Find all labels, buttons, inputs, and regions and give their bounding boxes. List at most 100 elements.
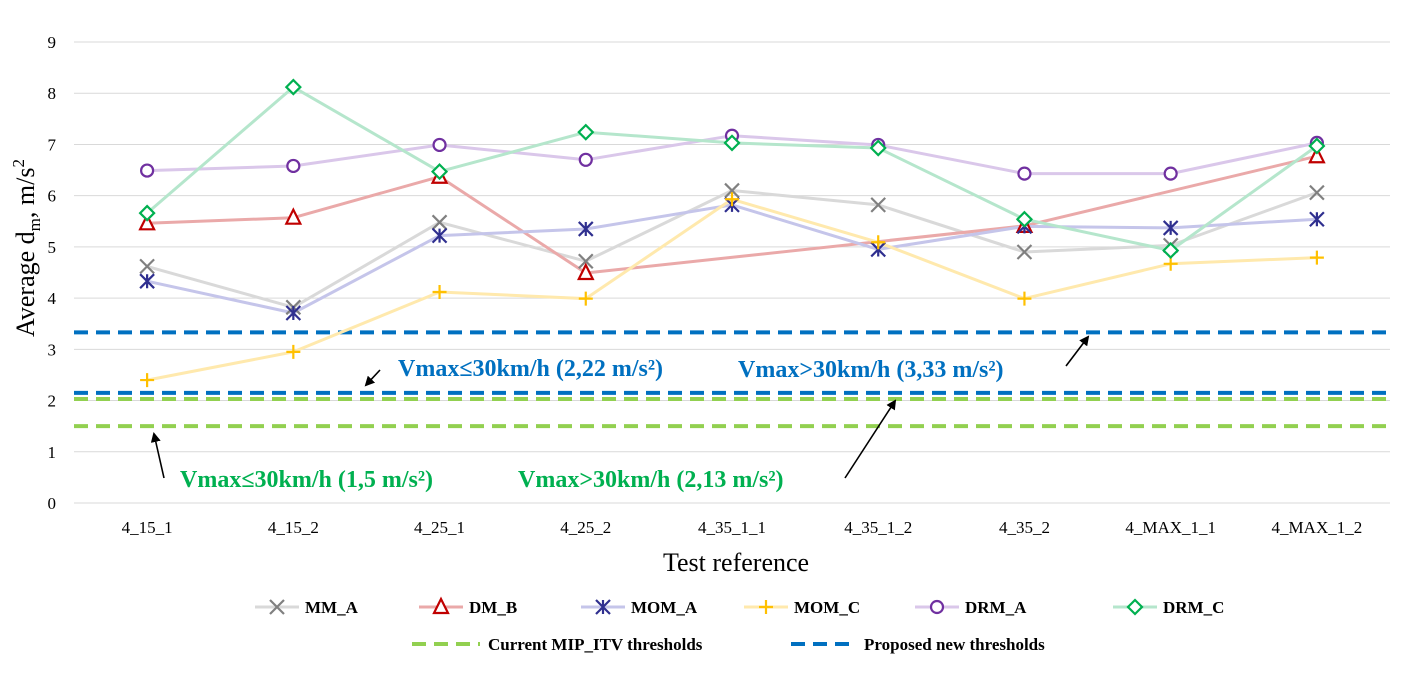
marker-diamond [1126, 598, 1144, 616]
marker-diamond [869, 139, 887, 157]
data-point [578, 152, 593, 167]
data-point [869, 139, 887, 157]
data-point [286, 344, 301, 359]
y-tick-label: 1 [48, 443, 57, 462]
marker-circle [140, 163, 155, 178]
data-point [1309, 211, 1325, 228]
x-tick-label: 4_25_2 [560, 518, 611, 537]
x-tick-label: 4_15_1 [122, 518, 173, 537]
marker-triangle [138, 212, 156, 231]
y-axis-title-sup: 2 [9, 159, 28, 168]
y-axis-title: Average dm, m/s2 [9, 159, 44, 337]
x-axis-ticks: 4_15_1 4_15_2 4_25_1 4_25_2 4_35_1_1 4_35_1_2… [122, 518, 1363, 537]
data-point [284, 207, 303, 225]
data-point [724, 182, 740, 199]
marker-plus [871, 235, 886, 250]
marker-x [578, 253, 594, 270]
series-line-drm-c [146, 85, 1318, 252]
data-point [138, 212, 156, 231]
data-point [140, 373, 155, 388]
x-tick-label: 4_25_1 [414, 518, 465, 537]
data-point [431, 163, 449, 181]
marker-plus [1309, 250, 1324, 265]
data-point [1163, 256, 1178, 271]
data-point [1017, 166, 1032, 181]
data-point [578, 221, 594, 237]
marker-plus [432, 284, 447, 299]
series-line-mom-a [146, 203, 1317, 315]
y-tick-label: 5 [48, 238, 57, 257]
data-point [432, 596, 450, 615]
x-tick-label: 4_35_1_2 [844, 518, 912, 537]
annotation-label: Vmax≤30km/h (1,5 m/s²) [180, 467, 433, 493]
marker-star [139, 273, 155, 289]
data-point [1163, 166, 1178, 181]
data-point [576, 262, 595, 281]
x-tick-label: 4_MAX_1_2 [1272, 518, 1363, 537]
data-point [1309, 184, 1325, 201]
marker-plus [1163, 256, 1178, 271]
data-point [723, 134, 741, 152]
marker-star [431, 227, 448, 244]
data-point [138, 204, 156, 222]
legend-label: DM_B [469, 598, 517, 617]
data-point [725, 192, 739, 207]
marker-plus [759, 600, 773, 614]
y-tick-label: 9 [48, 33, 57, 52]
legend: MM_A DM_B MOM_A MOM_C DRM_A DRM_C Current MIP_… [255, 596, 1224, 654]
marker-diamond [1308, 137, 1326, 155]
marker-star [1309, 211, 1325, 228]
legend-label: Proposed new thresholds [864, 635, 1045, 654]
y-tick-label: 3 [48, 340, 57, 359]
data-point [871, 235, 886, 250]
marker-plus [725, 192, 739, 207]
data-point [1308, 137, 1326, 155]
legend-label: MM_A [305, 598, 359, 617]
x-tick-label: 4_35_1_1 [698, 518, 766, 537]
data-point [759, 600, 773, 614]
data-point [139, 273, 155, 289]
data-point [870, 197, 886, 213]
legend-label: MOM_A [631, 598, 698, 617]
marker-triangle [576, 262, 595, 281]
marker-circle [286, 158, 301, 174]
marker-plus [578, 291, 593, 306]
annotation-label: Vmax>30km/h (2,13 m/s²) [518, 467, 784, 493]
data-point [929, 599, 945, 615]
marker-triangle [1308, 145, 1326, 164]
marker-diamond [284, 78, 302, 96]
data-point [1015, 210, 1033, 228]
marker-x [870, 197, 886, 213]
marker-star [578, 221, 594, 237]
marker-circle [929, 599, 945, 615]
marker-x [269, 599, 285, 615]
annotation-label: Vmax>30km/h (3,33 m/s²) [738, 357, 1004, 383]
data-point [431, 214, 448, 231]
y-tick-label: 4 [48, 289, 57, 308]
data-point [284, 78, 302, 96]
marker-star [1162, 220, 1179, 236]
data-point [577, 123, 595, 141]
gridlines [74, 41, 1390, 504]
data-point [140, 163, 155, 178]
marker-diamond [1015, 210, 1033, 228]
y-axis-title-main: Average d [11, 231, 40, 337]
data-point [432, 137, 447, 153]
threshold-lines [74, 330, 1390, 429]
data-point [1162, 220, 1179, 236]
marker-diamond [431, 163, 449, 181]
series-markers [138, 78, 1326, 388]
x-tick-label: 4_15_2 [268, 518, 319, 537]
marker-plus [140, 373, 155, 388]
legend-label: Current MIP_ITV thresholds [488, 635, 703, 654]
data-point [285, 305, 302, 321]
annotation-arrow [150, 432, 165, 479]
data-point [1016, 244, 1033, 260]
annotation-arrow [1065, 335, 1090, 367]
annotation-arrow [364, 369, 381, 387]
marker-diamond [723, 134, 741, 152]
marker-diamond [138, 204, 156, 222]
data-point [431, 227, 448, 244]
x-tick-label: 4_MAX_1_1 [1125, 518, 1216, 537]
